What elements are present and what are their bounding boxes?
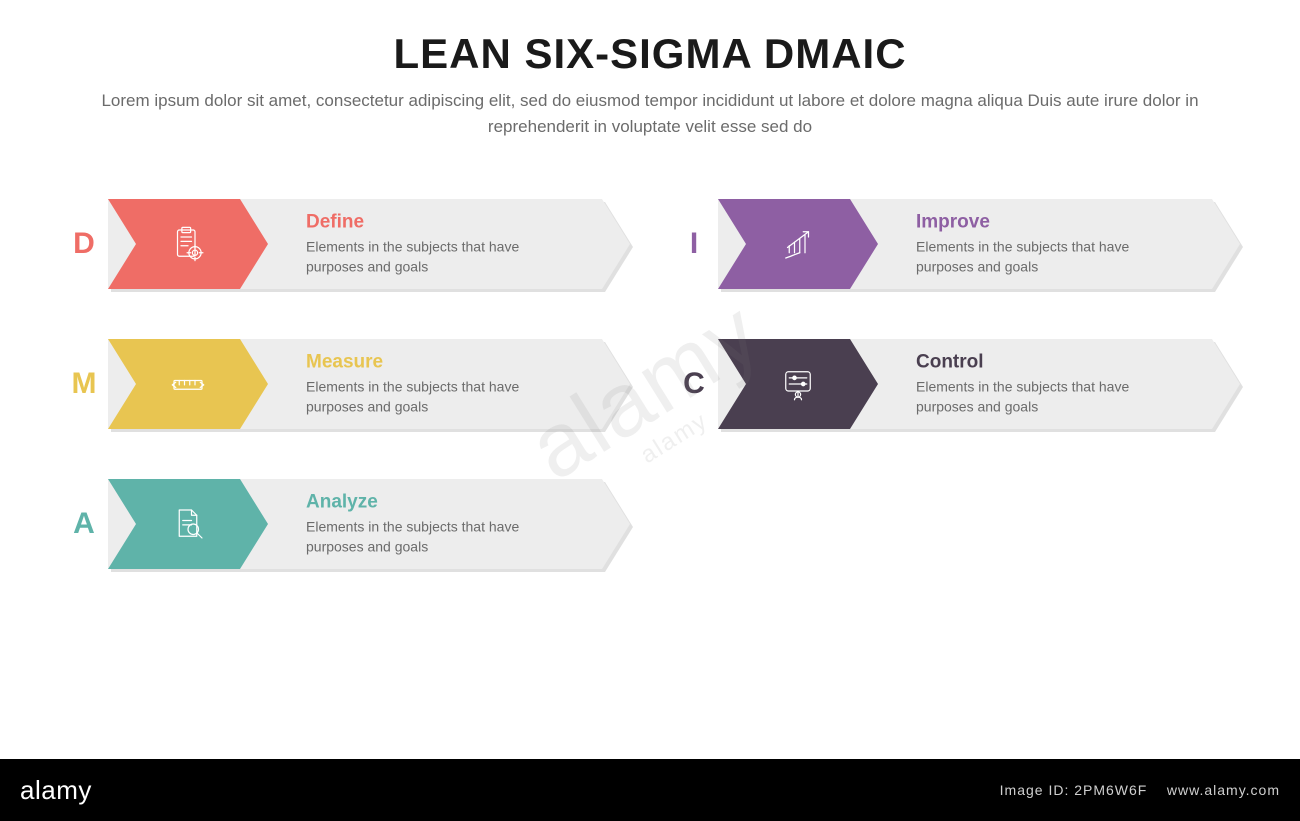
phase-title-control: Control: [916, 351, 1146, 373]
phase-letter-analyze: A: [60, 507, 108, 541]
phase-text: Improve Elements in the subjects that ha…: [916, 211, 1186, 276]
phase-letter-measure: M: [60, 367, 108, 401]
arrow-control: Control Elements in the subjects that ha…: [718, 339, 1240, 429]
arrow-measure: Measure Elements in the subjects that ha…: [108, 339, 630, 429]
phase-desc-improve: Elements in the subjects that have purpo…: [916, 237, 1146, 276]
phase-desc-measure: Elements in the subjects that have purpo…: [306, 377, 536, 416]
page-subtitle: Lorem ipsum dolor sit amet, consectetur …: [70, 88, 1230, 139]
phase-letter-define: D: [60, 227, 108, 261]
phase-analyze: A Analyze Elements in the subjects that …: [60, 479, 630, 569]
header: LEAN SIX-SIGMA DMAIC Lorem ipsum dolor s…: [0, 0, 1300, 139]
phase-title-define: Define: [306, 211, 536, 233]
footer-bar: alamy Image ID: 2PM6W6F www.alamy.com: [0, 759, 1300, 821]
phase-text: Control Elements in the subjects that ha…: [916, 351, 1186, 416]
phase-desc-control: Elements in the subjects that have purpo…: [916, 377, 1146, 416]
footer-logo: alamy: [20, 775, 92, 806]
phase-desc-define: Elements in the subjects that have purpo…: [306, 237, 536, 276]
phase-title-improve: Improve: [916, 211, 1146, 233]
phase-letter-improve: I: [670, 227, 718, 261]
phase-desc-analyze: Elements in the subjects that have purpo…: [306, 517, 536, 556]
phase-letter-control: C: [670, 367, 718, 401]
phase-define: D Define Ele: [60, 199, 630, 289]
phase-measure: M Measure Elements in the subjects that …: [60, 339, 630, 429]
phase-text: Measure Elements in the subjects that ha…: [306, 351, 576, 416]
arrow-define: Define Elements in the subjects that hav…: [108, 199, 630, 289]
page-title: LEAN SIX-SIGMA DMAIC: [0, 30, 1300, 78]
arrow-analyze: Analyze Elements in the subjects that ha…: [108, 479, 630, 569]
phase-control: C Control Elements in the subjects that …: [670, 339, 1240, 429]
phase-text: Analyze Elements in the subjects that ha…: [306, 491, 576, 556]
phase-title-measure: Measure: [306, 351, 536, 373]
phase-grid: D Define Ele: [0, 139, 1300, 569]
arrow-improve: Improve Elements in the subjects that ha…: [718, 199, 1240, 289]
phase-title-analyze: Analyze: [306, 491, 536, 513]
footer-image-id: Image ID: 2PM6W6F www.alamy.com: [1000, 782, 1280, 798]
phase-text: Define Elements in the subjects that hav…: [306, 211, 576, 276]
phase-improve: I Improve Elements in the subjects that …: [670, 199, 1240, 289]
